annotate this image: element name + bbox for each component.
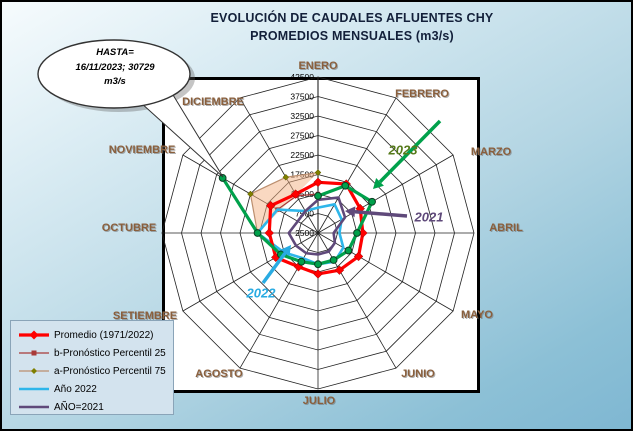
month-label-enero: ENERO	[298, 60, 338, 72]
marker-circle	[353, 229, 361, 237]
marker-diamond	[313, 269, 323, 279]
callout-ellipse	[37, 39, 191, 109]
month-label-agosto: AGOSTO	[195, 368, 243, 380]
axis-tick-label: 22500	[290, 150, 314, 160]
marker-circle	[297, 257, 306, 266]
axis-tick-label: 12500	[290, 189, 314, 199]
marker-diamond	[313, 177, 323, 188]
series-line	[249, 171, 319, 234]
marker-circle	[329, 256, 338, 264]
month-label-febrero: FEBRERO	[395, 88, 449, 100]
marker-olive-diamond	[314, 169, 322, 176]
legend-swatch	[19, 405, 49, 409]
axis-tick-label: 27500	[290, 131, 314, 141]
marker-circle	[368, 197, 376, 206]
marker-circle	[314, 192, 322, 200]
marker-diamond	[353, 251, 364, 262]
year-2023-label: 2023	[388, 142, 418, 158]
legend-label: AÑO=2021	[54, 401, 104, 413]
marker-olive-diamond	[247, 190, 254, 198]
marker-circle	[344, 246, 353, 255]
month-label-mayo: MAYO	[461, 309, 493, 321]
month-label-marzo: MARZO	[470, 146, 512, 158]
grid-spoke	[317, 97, 397, 234]
month-label-abril: ABRIL	[489, 222, 523, 234]
marker-circle	[218, 174, 227, 182]
marker-circle	[253, 229, 262, 237]
legend-label: Promedio (1971/2022)	[54, 329, 154, 341]
month-label-diciembre: DICIEMBRE	[182, 96, 244, 108]
callout-bubble: HASTA= 16/11/2023; 30729 m3/s	[46, 46, 184, 90]
marker-diamond	[265, 200, 276, 211]
marker-olive-diamond	[282, 173, 290, 181]
legend-swatch	[19, 330, 49, 340]
axis-tick-label: 2500	[295, 228, 314, 238]
year-2021-label: 2021	[414, 209, 444, 225]
callout-line1: HASTA=	[96, 47, 134, 58]
axis-tick-label: 37500	[290, 92, 314, 102]
annotation-arrow	[261, 252, 287, 285]
year-2022-label: 2022	[246, 285, 276, 301]
chart-title-line2: PROMEDIOS MENSUALES (m3/s)	[250, 29, 454, 44]
month-label-noviembre: NOVIEMBRE	[108, 144, 176, 156]
callout-line3: m3/s	[104, 76, 126, 88]
marker-diamond	[264, 228, 275, 238]
chart-legend: Promedio (1971/2022) b-Pronóstico Percent…	[10, 320, 174, 415]
annotation-arrow	[378, 119, 442, 184]
callout-line2: 16/11/2023; 30729	[75, 61, 155, 73]
legend-label: a-Pronóstico Percentil 75	[54, 365, 166, 377]
chart-title: EVOLUCIÓN DE CAUDALES AFLUENTES CHY PROM…	[122, 9, 582, 45]
series-line	[287, 196, 347, 256]
marker-diamond	[290, 189, 301, 199]
annotation-arrowhead	[280, 245, 291, 257]
month-label-julio: JULIO	[302, 395, 336, 407]
legend-swatch	[19, 387, 49, 391]
month-label-octubre: OCTUBRE	[101, 222, 157, 234]
grid-spoke	[317, 232, 397, 369]
annotation-arrow	[354, 210, 408, 218]
chart-title-line1: EVOLUCIÓN DE CAUDALES AFLUENTES CHY	[210, 11, 494, 25]
legend-swatch	[19, 350, 49, 356]
axis-tick-label: 42500	[290, 72, 314, 82]
annotation-arrowhead	[373, 178, 384, 189]
marker-diamond	[334, 265, 345, 275]
annotation-arrowhead	[345, 206, 356, 218]
marker-circle	[341, 181, 350, 190]
marker-circle	[314, 260, 322, 269]
axis-tick-label: 32500	[290, 111, 314, 121]
month-label-setiembre: SETIEMBRE	[112, 310, 178, 322]
forecast-fill	[250, 172, 318, 233]
legend-swatch	[19, 368, 49, 374]
legend-item: a-Pronóstico Percentil 75	[17, 362, 173, 380]
legend-item: AÑO=2021	[17, 398, 173, 416]
month-label-junio: JUNIO	[401, 368, 435, 380]
legend-label: Año 2022	[54, 383, 97, 395]
grid-spoke	[317, 232, 454, 312]
legend-label: b-Pronóstico Percentil 25	[54, 347, 166, 359]
legend-item: Promedio (1971/2022)	[17, 326, 173, 344]
grid-spoke	[239, 232, 319, 369]
legend-item: Año 2022	[17, 380, 173, 398]
legend-item: b-Pronóstico Percentil 25	[17, 344, 173, 362]
